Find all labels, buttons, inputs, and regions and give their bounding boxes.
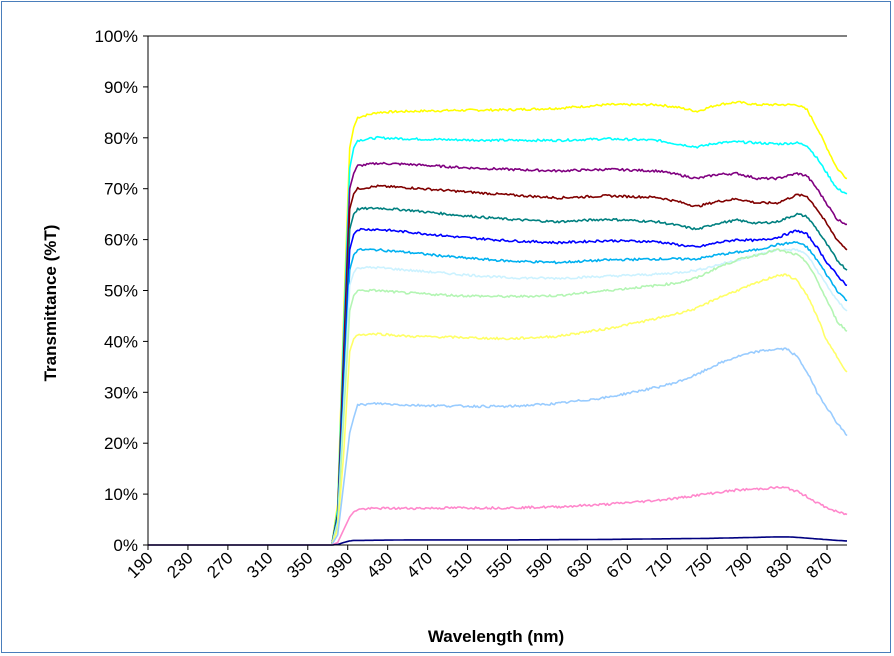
series-line-13 bbox=[148, 536, 847, 546]
x-tick-label: 350 bbox=[283, 548, 316, 581]
y-tick-label: 100% bbox=[95, 27, 138, 46]
series-line-8 bbox=[148, 248, 848, 546]
x-tick-label: 550 bbox=[483, 548, 516, 581]
x-tick-label: 670 bbox=[603, 548, 636, 581]
x-tick-label: 630 bbox=[563, 548, 596, 581]
y-tick-label: 40% bbox=[104, 332, 138, 351]
x-tick-label: 510 bbox=[443, 548, 476, 581]
x-axis-ticks: 190 230 270 310 350 390 430 470 510 550 590 630 670 7… bbox=[123, 545, 836, 582]
x-tick-label: 470 bbox=[403, 548, 436, 581]
series-line-12 bbox=[148, 485, 848, 546]
series-line-11 bbox=[148, 347, 848, 546]
x-tick-label: 430 bbox=[363, 548, 396, 581]
y-tick-label: 60% bbox=[104, 231, 138, 250]
y-axis-title: Transmittance (%T) bbox=[41, 225, 60, 382]
x-tick-label: 310 bbox=[243, 548, 276, 581]
series-line-9 bbox=[148, 248, 848, 546]
x-tick-label: 270 bbox=[203, 548, 236, 581]
y-tick-label: 20% bbox=[104, 434, 138, 453]
series-line-1 bbox=[148, 100, 848, 546]
x-tick-label: 230 bbox=[163, 548, 196, 581]
x-tick-label: 870 bbox=[802, 548, 835, 581]
x-tick-label: 790 bbox=[722, 548, 755, 581]
series-layer bbox=[148, 35, 848, 546]
y-tick-label: 80% bbox=[104, 129, 138, 148]
y-tick-label: 90% bbox=[104, 78, 138, 97]
y-tick-label: 30% bbox=[104, 383, 138, 402]
axes-layer bbox=[147, 36, 847, 546]
series-line-4 bbox=[148, 184, 848, 546]
series-line-3 bbox=[148, 161, 848, 546]
y-tick-label: 70% bbox=[104, 180, 138, 199]
y-tick-label: 50% bbox=[104, 282, 138, 301]
y-tick-label: 10% bbox=[104, 485, 138, 504]
y-axis-ticks: 0% 10% 20% 30% 40% 50% 60% 70% 80% 90% 100% bbox=[95, 27, 148, 555]
series-line-2 bbox=[148, 135, 848, 546]
x-tick-label: 390 bbox=[323, 548, 356, 581]
y-tick-label: 0% bbox=[113, 536, 138, 555]
series-line-10 bbox=[148, 273, 848, 546]
x-tick-label: 710 bbox=[643, 548, 676, 581]
x-tick-label: 830 bbox=[762, 548, 795, 581]
x-tick-label: 750 bbox=[683, 548, 716, 581]
x-tick-label: 590 bbox=[523, 548, 556, 581]
x-axis-title: Wavelength (nm) bbox=[428, 627, 564, 646]
